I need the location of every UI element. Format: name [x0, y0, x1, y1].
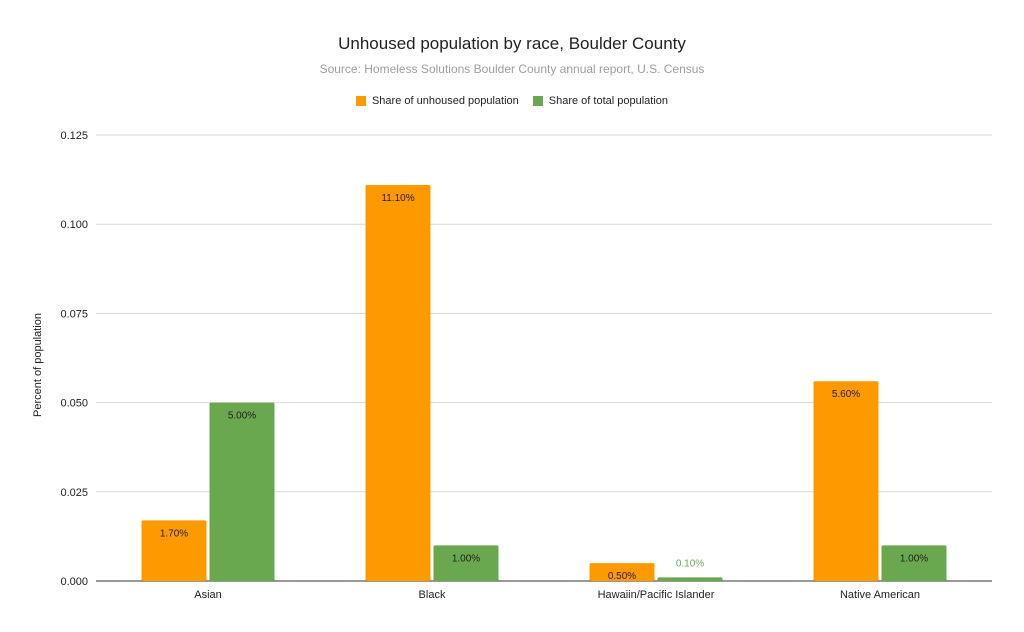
y-tick-label: 0.025	[60, 487, 88, 499]
legend-swatch-unhoused	[355, 96, 366, 106]
y-tick-label: 0.050	[60, 398, 88, 410]
data-label: 5.00%	[228, 411, 256, 422]
legend-item-total: Share of total population	[532, 95, 669, 107]
y-tick-label: 0.075	[60, 308, 88, 320]
y-tick-label: 0.125	[60, 130, 88, 142]
bar	[433, 545, 499, 581]
legend: Share of unhoused population Share of to…	[0, 95, 1024, 107]
data-label: 0.50%	[608, 571, 636, 582]
data-label: 11.10%	[381, 193, 414, 204]
bar	[657, 577, 723, 581]
x-tick-label: Black	[419, 589, 446, 601]
data-label: 0.10%	[676, 558, 704, 569]
bar	[813, 381, 879, 581]
data-label: 1.00%	[900, 553, 928, 564]
legend-label-total: Share of total population	[548, 95, 669, 107]
x-tick-label: Native American	[840, 589, 920, 601]
bar	[881, 545, 947, 581]
y-tick-label: 0.100	[60, 219, 88, 231]
bar	[365, 184, 431, 581]
data-label: 1.70%	[160, 528, 188, 539]
x-tick-label: Hawaiin/Pacific Islander	[598, 589, 715, 601]
data-label: 5.60%	[832, 389, 860, 400]
bar	[589, 563, 655, 581]
bar	[141, 520, 207, 581]
chart-subtitle: Source: Homeless Solutions Boulder Count…	[319, 62, 705, 76]
x-tick-label: Asian	[194, 589, 222, 601]
legend-item-unhoused: Share of unhoused population	[355, 95, 519, 107]
chart-title: Unhoused population by race, Boulder Cou…	[338, 34, 686, 53]
y-tick-label: 0.000	[60, 576, 88, 588]
data-label: 1.00%	[452, 553, 480, 564]
legend-label-unhoused: Share of unhoused population	[371, 95, 519, 107]
legend-swatch-total	[532, 96, 543, 106]
bar	[209, 402, 275, 581]
